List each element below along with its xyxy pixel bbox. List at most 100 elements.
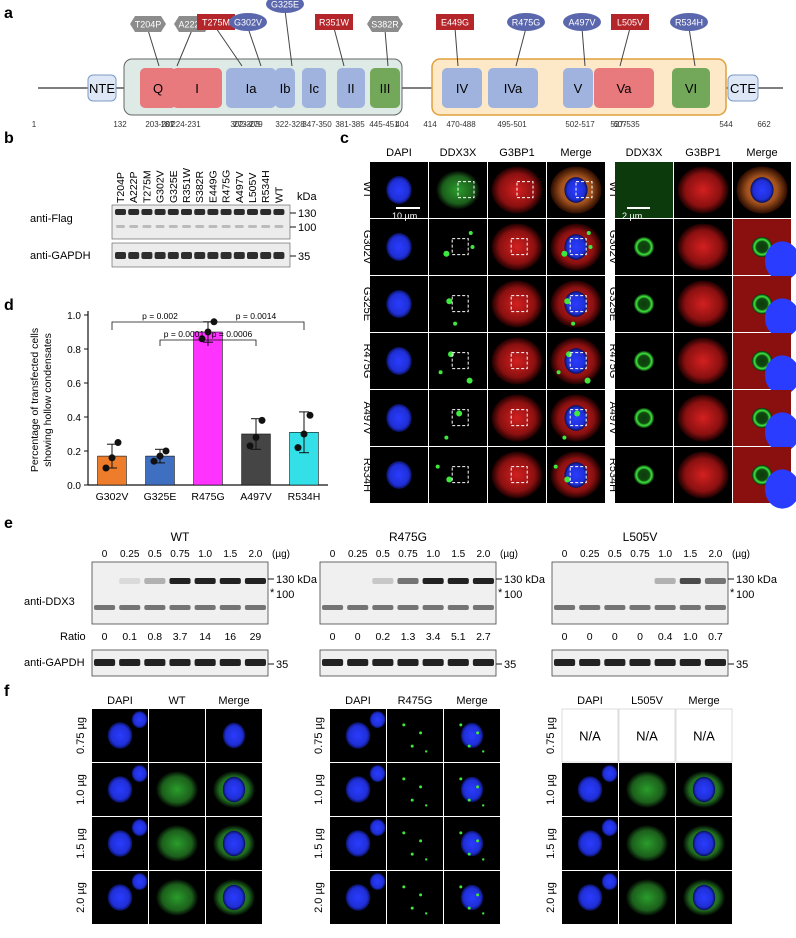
na-label: N/A [636, 729, 658, 744]
ratio-value: 1.0 [683, 631, 698, 643]
lane-label: R534H [260, 170, 272, 203]
zoom-region-box [451, 352, 469, 370]
dose-unit: (µg) [732, 549, 750, 560]
gapdh-band [115, 252, 126, 259]
micrograph-tile [619, 817, 675, 870]
ddx3-band [704, 578, 726, 584]
nucleus [764, 412, 796, 452]
mutation-label: R351W [319, 18, 350, 28]
dose-label: 0.25 [348, 549, 368, 560]
nucleus [692, 884, 716, 911]
ddx3-band [397, 578, 419, 584]
f-row-label: 1.0 µg [545, 774, 557, 805]
condensate-dot [456, 410, 463, 417]
condensate-dot [410, 744, 414, 748]
f-row-label: 1.5 µg [75, 828, 87, 859]
micrograph-tile [488, 276, 546, 332]
oval-badge [229, 13, 267, 31]
condensate-dot [419, 893, 423, 897]
ratio-value: 0.8 [148, 631, 163, 643]
marker-100: 100 [736, 589, 754, 601]
gapdh-band [579, 659, 601, 666]
range-label: 445-451 [369, 120, 399, 129]
blot-r475g: R475G 0 0.25 0.5 0.75 1.0 1.5 2.0 (µg) 130 kDa* 10… [319, 530, 546, 677]
mutation-g325e: G325E [266, 0, 304, 67]
condensate-dot [459, 831, 463, 835]
hollow-condensate [633, 236, 655, 258]
lane-label: R475G [221, 170, 233, 203]
condensate-dot [561, 250, 568, 257]
condensate-dot [402, 885, 406, 889]
domain-vi [672, 68, 710, 108]
nonspecific-band [129, 225, 139, 228]
mutation-pointer [688, 27, 696, 67]
data-point [114, 439, 122, 446]
blot-title: WT [171, 530, 190, 544]
data-point [258, 416, 266, 424]
domain-label: Ic [309, 81, 320, 96]
gapdh-band [144, 659, 166, 666]
micrograph-tile [733, 390, 796, 452]
position-label: 1 [32, 120, 37, 129]
zoom-column-header: Merge [746, 147, 777, 159]
micrograph-tile [92, 871, 148, 924]
domain-label: Q [153, 81, 163, 96]
micrograph-tile [562, 763, 618, 816]
nucleus [577, 776, 603, 803]
nucleus [222, 776, 246, 803]
ratio-label: Ratio [60, 631, 86, 643]
nucleus [369, 873, 386, 891]
ddx3-membrane [91, 561, 269, 625]
data-point [162, 447, 170, 455]
blot-wt: WT 0 0.25 0.5 0.75 1.0 1.5 2.0 (µg) 130 kDa* 100 0 0… [91, 530, 318, 677]
condensate-dot [419, 785, 423, 789]
domain-label: I [195, 81, 199, 96]
nonspecific-band [274, 225, 284, 228]
condensate-dot [476, 893, 480, 897]
gapdh-band [194, 252, 206, 259]
f-row-label: 1.0 µg [313, 774, 325, 805]
condensate-dot [467, 906, 471, 910]
range-label: 224-231 [171, 120, 201, 129]
condensate-dot [459, 777, 463, 781]
micrograph-tile [330, 709, 386, 762]
p-value-label: p = 0.0014 [236, 311, 277, 321]
zoom-region-box [510, 295, 528, 313]
nonspecific-band [579, 605, 601, 610]
significance-bracket [207, 339, 257, 346]
condensate-dot [574, 410, 581, 417]
hollow-condensate [633, 293, 655, 315]
ratio-value: 2.7 [476, 631, 491, 643]
mutation-t204p: T204P [130, 16, 166, 67]
mutation-l505v: L505V [611, 14, 649, 67]
ratio-value: 0 [587, 631, 593, 643]
nucleus [601, 765, 618, 783]
condensate-dot [425, 858, 428, 861]
mutation-pointer [147, 29, 160, 67]
lane-label: L505V [247, 173, 259, 203]
mutation-g302v: G302V [229, 13, 267, 67]
condensate-dot [553, 464, 558, 469]
ddx3-band [472, 578, 494, 584]
ddx3-band [244, 578, 266, 584]
nucleus [601, 819, 618, 837]
gapdh-band [654, 659, 676, 666]
ratio-value: 0.2 [376, 631, 391, 643]
gapdh-band [704, 659, 726, 666]
na-label: N/A [693, 729, 715, 744]
micrograph-tile [429, 390, 487, 446]
ratio-value: 29 [250, 631, 262, 643]
position-label: 662 [757, 120, 771, 129]
zoom-region-box [575, 181, 593, 199]
marker-35: 35 [736, 659, 748, 671]
micrograph-tile [547, 447, 605, 503]
condensate-dot [476, 839, 480, 843]
condensate-dot [425, 804, 428, 807]
gapdh-band [119, 659, 141, 666]
domain-iv [442, 68, 482, 108]
gapdh-band [128, 252, 140, 259]
condensate-dot [466, 377, 473, 384]
nucleus [131, 711, 148, 729]
micrograph-tile [206, 763, 262, 816]
x-tick-label: A497V [240, 491, 272, 503]
